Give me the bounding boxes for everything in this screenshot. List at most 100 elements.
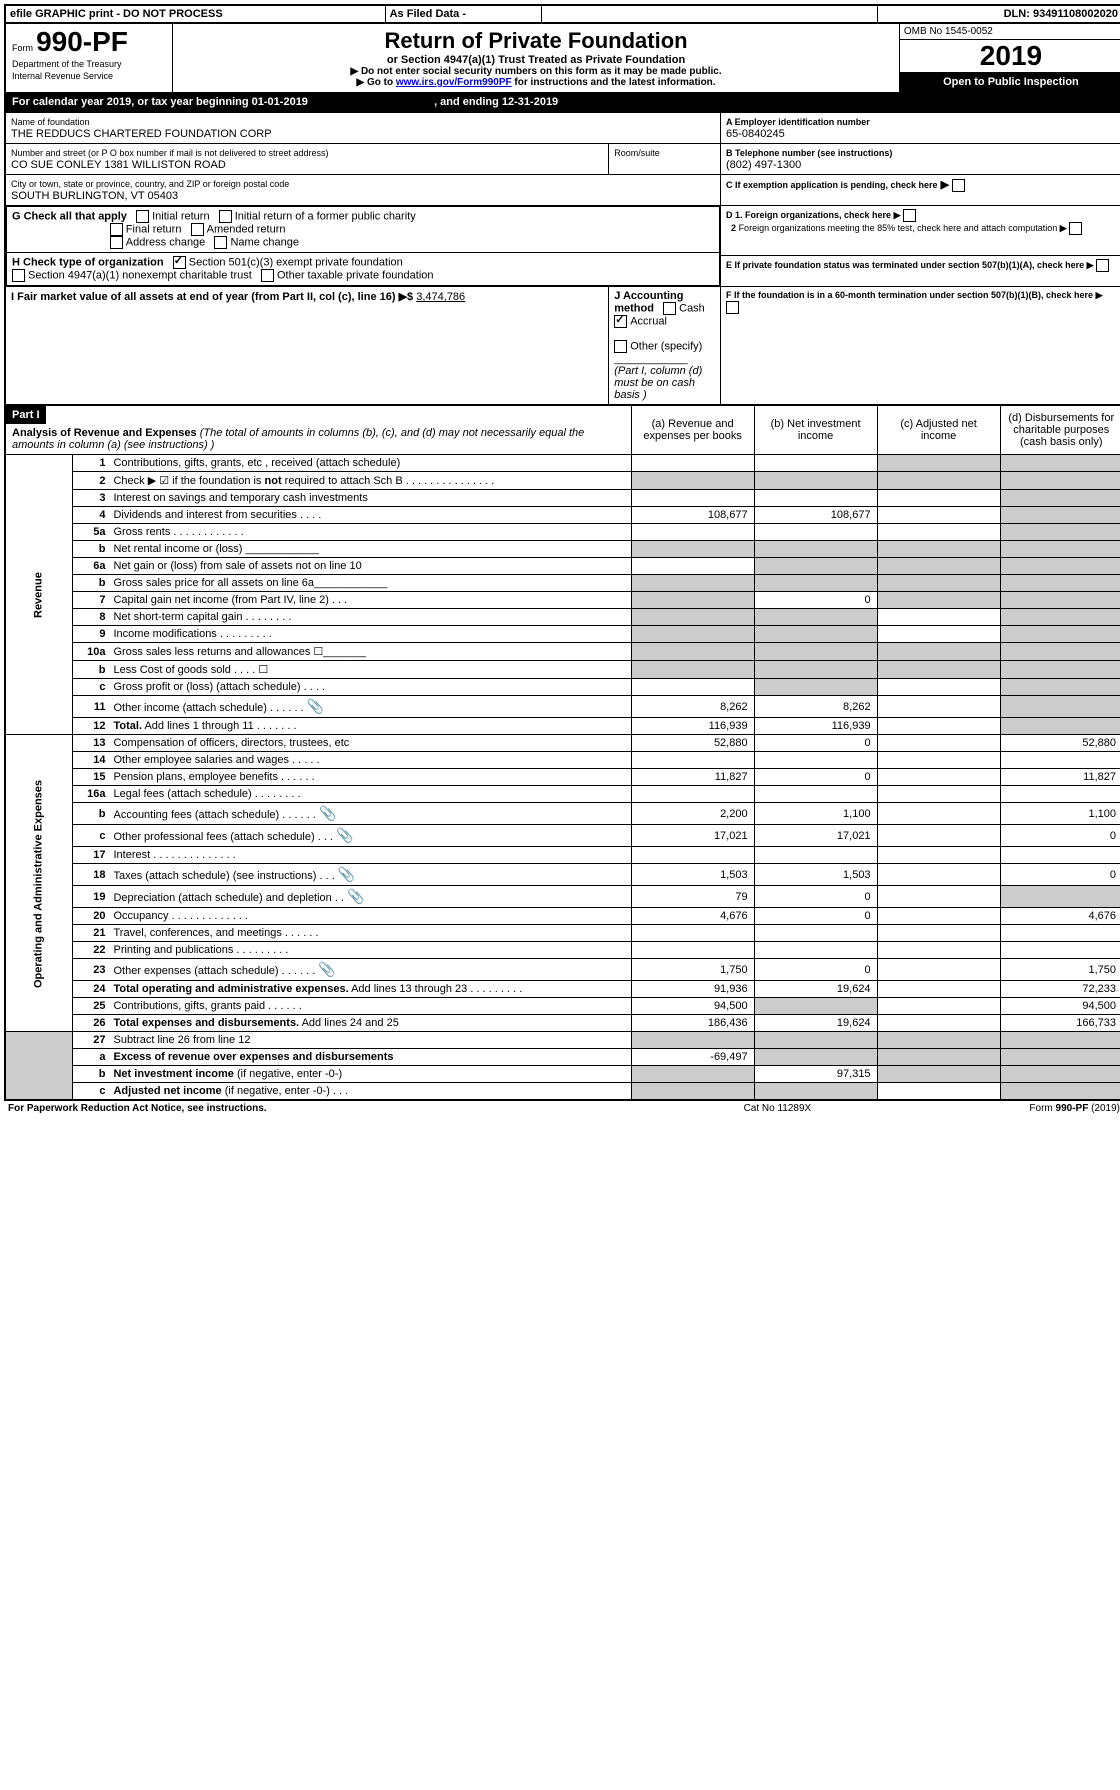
line-2: 2 Check ▶ ☑ if the foundation is not req… (5, 472, 1120, 490)
attachment-icon[interactable]: 📎 (319, 805, 336, 821)
line-b: b Less Cost of goods sold . . . . ☐ (5, 661, 1120, 679)
attachment-icon[interactable]: 📎 (338, 866, 355, 882)
line-16a: 16a Legal fees (attach schedule) . . . .… (5, 786, 1120, 803)
line-11: 11 Other income (attach schedule) . . . … (5, 696, 1120, 718)
cal-begin: 01-01-2019 (252, 96, 308, 108)
goto-post: for instructions and the latest informat… (512, 77, 716, 88)
attachment-icon[interactable]: 📎 (307, 698, 324, 714)
expenses-label: Operating and Administrative Expenses (5, 735, 73, 1032)
top-bar: efile GRAPHIC print - DO NOT PROCESS As … (4, 4, 1120, 24)
g-final-checkbox[interactable] (110, 223, 123, 236)
line-20: 20 Occupancy . . . . . . . . . . . . . 4… (5, 908, 1120, 925)
attachment-icon[interactable]: 📎 (336, 827, 353, 843)
line-26: 26 Total expenses and disbursements. Add… (5, 1015, 1120, 1032)
form-ref: Form 990-PF (2019) (873, 1101, 1120, 1116)
part1-heading: Analysis of Revenue and Expenses (12, 427, 197, 439)
h-label: H Check type of organization (12, 256, 164, 268)
goto-pre: ▶ Go to (357, 77, 396, 88)
form-prefix: Form (12, 43, 33, 53)
attachment-icon[interactable]: 📎 (318, 961, 335, 977)
j-note: (Part I, column (d) must be on cash basi… (614, 365, 702, 401)
g-address-checkbox[interactable] (110, 236, 123, 249)
g-amended: Amended return (207, 223, 286, 235)
city-value: SOUTH BURLINGTON, VT 05403 (11, 190, 178, 202)
line-19: 19 Depreciation (attach schedule) and de… (5, 886, 1120, 908)
dln-label: DLN: (1004, 8, 1030, 20)
g-name-checkbox[interactable] (214, 236, 227, 249)
efile-notice: efile GRAPHIC print - DO NOT PROCESS (5, 5, 385, 23)
g-final: Final return (126, 223, 182, 235)
as-filed-blank (542, 5, 877, 23)
cat-no: Cat No 11289X (681, 1101, 873, 1116)
line-8: 8 Net short-term capital gain . . . . . … (5, 609, 1120, 626)
as-filed-label: As Filed Data - (385, 5, 542, 23)
line-10a: 10a Gross sales less returns and allowan… (5, 643, 1120, 661)
form-number: 990-PF (36, 26, 128, 57)
line-b: b Accounting fees (attach schedule) . . … (5, 803, 1120, 825)
line-c: c Other professional fees (attach schedu… (5, 825, 1120, 847)
line-9: 9 Income modifications . . . . . . . . . (5, 626, 1120, 643)
attachment-icon[interactable]: 📎 (347, 888, 364, 904)
line-4: 4 Dividends and interest from securities… (5, 507, 1120, 524)
line-13: Operating and Administrative Expenses 13… (5, 735, 1120, 752)
line-18: 18 Taxes (attach schedule) (see instruct… (5, 864, 1120, 886)
revenue-label: Revenue (5, 455, 73, 735)
form-subtitle: or Section 4947(a)(1) Trust Treated as P… (177, 54, 895, 66)
e-checkbox[interactable] (1096, 259, 1109, 272)
ein-value: 65-0840245 (726, 128, 785, 140)
g-name: Name change (230, 236, 299, 248)
line-b: b Net rental income or (loss) __________… (5, 541, 1120, 558)
line-b: b Net investment income (if negative, en… (5, 1066, 1120, 1083)
d1-checkbox[interactable] (903, 209, 916, 222)
d2-label: Foreign organizations meeting the 85% te… (739, 223, 1058, 233)
j-other-checkbox[interactable] (614, 340, 627, 353)
h-501c3: Section 501(c)(3) exempt private foundat… (189, 256, 403, 268)
d2-checkbox[interactable] (1069, 222, 1082, 235)
e-label: E If private foundation status was termi… (726, 260, 1084, 270)
c-label: C If exemption application is pending, c… (726, 180, 938, 190)
dln: DLN: 93491108002020 (877, 5, 1120, 23)
h-4947-checkbox[interactable] (12, 269, 25, 282)
g-initial-former: Initial return of a former public charit… (235, 210, 416, 222)
addr-label: Number and street (or P O box number if … (11, 148, 328, 158)
line-3: 3 Interest on savings and temporary cash… (5, 490, 1120, 507)
i-arrow: ▶$ (399, 291, 414, 303)
j-cash-checkbox[interactable] (663, 302, 676, 315)
g-amended-checkbox[interactable] (191, 223, 204, 236)
ssn-warning: ▶ Do not enter social security numbers o… (177, 66, 895, 77)
f-label: F If the foundation is in a 60-month ter… (726, 290, 1093, 300)
line-25: 25 Contributions, gifts, grants paid . .… (5, 998, 1120, 1015)
dln-value: 93491108002020 (1033, 8, 1118, 20)
paperwork-notice: For Paperwork Reduction Act Notice, see … (4, 1101, 681, 1116)
footer: For Paperwork Reduction Act Notice, see … (4, 1101, 1120, 1116)
bottom-spacer (5, 1032, 73, 1101)
line-14: 14 Other employee salaries and wages . .… (5, 752, 1120, 769)
i-value: 3,474,786 (416, 291, 465, 303)
col-c-header: (c) Adjusted net income (877, 406, 1000, 455)
f-checkbox[interactable] (726, 301, 739, 314)
cal-pre: For calendar year 2019, or tax year begi… (12, 96, 252, 108)
line-a: a Excess of revenue over expenses and di… (5, 1049, 1120, 1066)
form-header: Form 990-PF Department of the Treasury I… (4, 24, 1120, 92)
j-accrual-checkbox[interactable] (614, 315, 627, 328)
g-initial-checkbox[interactable] (136, 210, 149, 223)
h-other-checkbox[interactable] (261, 269, 274, 282)
entity-info: Name of foundation THE REDDUCS CHARTERED… (4, 112, 1120, 405)
g-initial: Initial return (152, 210, 209, 222)
h-other: Other taxable private foundation (277, 269, 434, 281)
c-checkbox[interactable] (952, 179, 965, 192)
ein-label: A Employer identification number (726, 117, 870, 127)
h-4947: Section 4947(a)(1) nonexempt charitable … (28, 269, 252, 281)
col-d-header: (d) Disbursements for charitable purpose… (1000, 406, 1120, 455)
line-23: 23 Other expenses (attach schedule) . . … (5, 959, 1120, 981)
h-501c3-checkbox[interactable] (173, 256, 186, 269)
col-b-header: (b) Net investment income (754, 406, 877, 455)
line-17: 17 Interest . . . . . . . . . . . . . . (5, 847, 1120, 864)
line-c: c Adjusted net income (if negative, ente… (5, 1083, 1120, 1101)
line-b: b Gross sales price for all assets on li… (5, 575, 1120, 592)
omb-number: OMB No 1545-0052 (900, 24, 1120, 40)
col-a-header: (a) Revenue and expenses per books (631, 406, 754, 455)
irs-link[interactable]: www.irs.gov/Form990PF (396, 77, 512, 88)
g-initial-former-checkbox[interactable] (219, 210, 232, 223)
cal-end: 12-31-2019 (502, 96, 558, 108)
